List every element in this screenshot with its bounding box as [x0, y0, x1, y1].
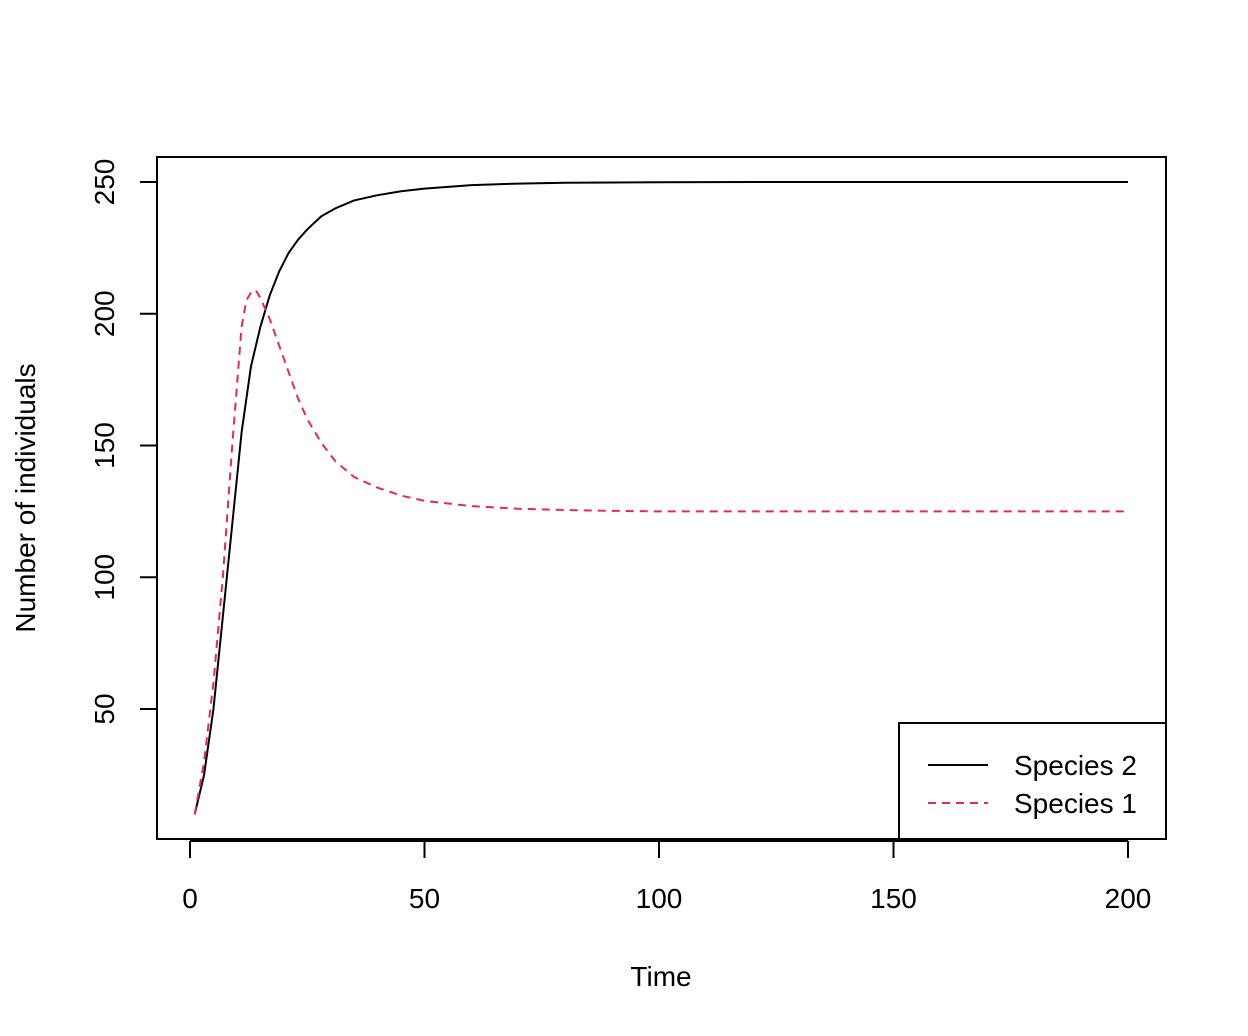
y-tick-label-150: 150 — [89, 422, 120, 469]
series-line-species-1 — [193, 289, 1128, 815]
x-tick-label-200: 200 — [1105, 883, 1152, 914]
legend-box — [898, 722, 1167, 840]
x-tick-label-50: 50 — [409, 883, 440, 914]
series-line-species-2 — [193, 181, 1128, 815]
y-axis-title: Number of individuals — [10, 363, 41, 632]
y-tick-label-50: 50 — [89, 693, 120, 724]
legend-label-species-2: Species 2 — [1014, 750, 1137, 781]
y-tick-label-100: 100 — [89, 554, 120, 601]
x-axis-title: Time — [630, 961, 691, 992]
legend: Species 2 Species 1 — [898, 722, 1167, 840]
x-axis: 0 50 100 150 200 — [182, 840, 1152, 914]
y-tick-label-200: 200 — [89, 290, 120, 337]
legend-label-species-1: Species 1 — [1014, 788, 1137, 819]
series-layer — [193, 181, 1128, 815]
x-tick-label-100: 100 — [636, 883, 683, 914]
y-axis: 50 100 150 200 250 — [89, 159, 158, 725]
x-tick-label-0: 0 — [182, 883, 198, 914]
y-tick-label-250: 250 — [89, 159, 120, 206]
x-tick-label-150: 150 — [870, 883, 917, 914]
